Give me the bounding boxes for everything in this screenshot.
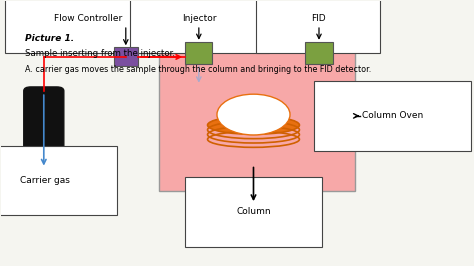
Text: Injector: Injector bbox=[182, 14, 217, 23]
FancyBboxPatch shape bbox=[314, 81, 472, 151]
Ellipse shape bbox=[217, 94, 290, 135]
Text: Column Oven: Column Oven bbox=[362, 111, 423, 120]
FancyBboxPatch shape bbox=[159, 28, 355, 191]
FancyBboxPatch shape bbox=[185, 177, 322, 247]
Text: FID: FID bbox=[311, 14, 325, 23]
FancyBboxPatch shape bbox=[114, 47, 138, 66]
FancyBboxPatch shape bbox=[24, 87, 64, 174]
FancyBboxPatch shape bbox=[130, 0, 269, 53]
Text: Sample inserting from the injector.: Sample inserting from the injector. bbox=[25, 49, 175, 58]
Text: Carrier gas: Carrier gas bbox=[20, 176, 70, 185]
Ellipse shape bbox=[208, 116, 300, 134]
FancyBboxPatch shape bbox=[185, 42, 212, 64]
Text: Flow Controller: Flow Controller bbox=[55, 14, 123, 23]
Text: A. carrier gas moves the sample through the column and bringing to the FID detec: A. carrier gas moves the sample through … bbox=[25, 65, 371, 74]
FancyBboxPatch shape bbox=[255, 0, 381, 53]
Text: Picture 1.: Picture 1. bbox=[25, 34, 74, 43]
FancyBboxPatch shape bbox=[5, 0, 172, 53]
FancyBboxPatch shape bbox=[305, 42, 333, 64]
Text: Column: Column bbox=[236, 207, 271, 217]
FancyBboxPatch shape bbox=[0, 146, 117, 215]
